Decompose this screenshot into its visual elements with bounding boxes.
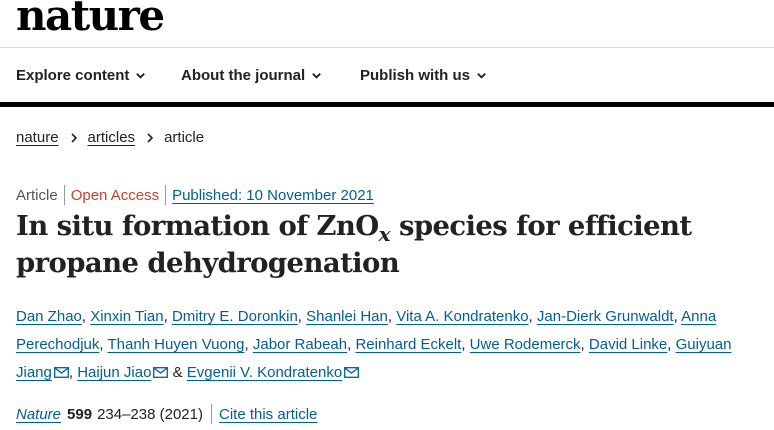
author-link[interactable]: Haijun Jiao xyxy=(77,364,152,381)
article-title: In situ formation of ZnOx species for ef… xyxy=(16,208,766,282)
author-link[interactable]: Dmitry E. Doronkin xyxy=(171,308,298,325)
author-link[interactable]: David Linke xyxy=(588,336,668,353)
nav-publish-with-us[interactable]: Publish with us xyxy=(360,67,487,84)
breadcrumb-item-nature[interactable]: nature xyxy=(16,129,59,146)
mail-icon[interactable] xyxy=(344,367,360,378)
article-meta: Article Open Access Published: 10 Novemb… xyxy=(16,185,374,205)
author-link[interactable]: Jabor Rabeah xyxy=(252,336,348,353)
site-header: nature xyxy=(0,0,774,48)
nav-explore-content[interactable]: Explore content xyxy=(16,67,146,84)
author-list: Dan Zhao, Xinxin Tian, Dmitry E. Doronki… xyxy=(16,308,732,381)
mail-icon[interactable] xyxy=(53,367,69,378)
main-nav: Explore content About the journal Publis… xyxy=(0,48,774,102)
author-ampersand: & xyxy=(172,364,183,381)
divider xyxy=(63,185,65,205)
author-link[interactable]: Anna Perechodjuk xyxy=(16,308,717,353)
author-link[interactable]: Vita A. Kondratenko xyxy=(396,308,529,325)
chevron-down-icon xyxy=(477,73,486,79)
author-link[interactable]: Uwe Rodemerck xyxy=(469,336,581,353)
chevron-down-icon xyxy=(136,73,146,79)
author-link[interactable]: Guiyuan Jiang xyxy=(16,336,732,381)
author-link[interactable]: Shanlei Han xyxy=(306,308,388,325)
author-link[interactable]: Xinxin Tian xyxy=(90,308,164,325)
mail-icon[interactable] xyxy=(153,367,169,378)
chevron-right-icon xyxy=(147,132,154,143)
nav-item-label: Explore content xyxy=(16,67,130,84)
cite-this-article-link[interactable]: Cite this article xyxy=(219,405,318,423)
nav-item-label: About the journal xyxy=(181,67,306,84)
author-link[interactable]: Reinhard Eckelt xyxy=(355,336,462,353)
author-link[interactable]: Evgenii V. Kondratenko xyxy=(186,364,343,381)
divider xyxy=(165,185,167,205)
nature-logo[interactable]: nature xyxy=(16,0,165,40)
title-subscript: x xyxy=(378,222,391,246)
nav-divider xyxy=(0,102,774,107)
author-link[interactable]: Jan-Dierk Grunwaldt xyxy=(536,308,674,325)
author-link[interactable]: Dan Zhao xyxy=(16,308,82,325)
breadcrumb-current: article xyxy=(164,129,205,146)
nav-item-label: Publish with us xyxy=(360,67,471,84)
page-range: 234–238 (2021) xyxy=(97,405,203,423)
open-access-badge: Open Access xyxy=(70,186,160,204)
citation-line: Nature 599 234–238 (2021) Cite this arti… xyxy=(16,404,317,424)
breadcrumb: nature articles article xyxy=(16,129,204,146)
chevron-down-icon xyxy=(312,73,321,79)
published-date-link[interactable]: Published: 10 November 2021 xyxy=(172,186,374,204)
breadcrumb-item-articles[interactable]: articles xyxy=(87,129,136,146)
article-type: Article xyxy=(16,186,58,204)
nav-about-the-journal[interactable]: About the journal xyxy=(181,67,322,84)
title-part: species for efficient propane dehydrogen… xyxy=(16,210,692,279)
journal-link[interactable]: Nature xyxy=(16,405,62,423)
divider xyxy=(211,404,212,424)
volume-number: 599 xyxy=(67,405,93,423)
title-part: In situ formation of ZnO xyxy=(16,210,379,242)
author-link[interactable]: Thanh Huyen Vuong xyxy=(107,336,245,353)
chevron-right-icon xyxy=(70,132,77,143)
